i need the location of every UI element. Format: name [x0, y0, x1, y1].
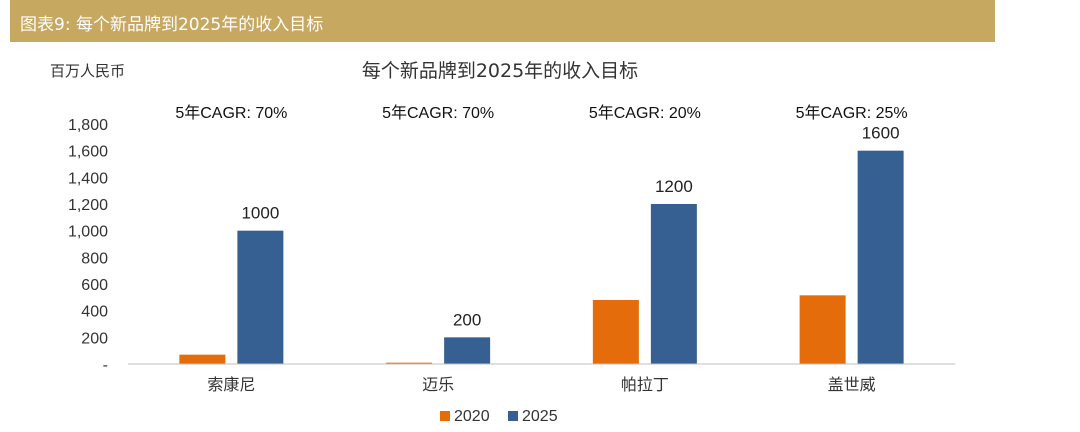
data-label-2025: 1600 — [862, 124, 900, 143]
bar-2020-4 — [799, 295, 846, 364]
cagr-annotation: 5年CAGR: 70% — [175, 104, 287, 122]
bar-2020-3 — [592, 300, 639, 364]
legend-label-2020: 2020 — [454, 408, 490, 425]
cagr-annotation: 5年CAGR: 20% — [589, 104, 701, 122]
x-category-label: 帕拉丁 — [621, 375, 669, 394]
y-tick-label: - — [103, 357, 108, 374]
bar-2020-1 — [179, 354, 226, 364]
chart-title: 每个新品牌到2025年的收入目标 — [362, 60, 638, 82]
x-category-label: 索康尼 — [207, 375, 255, 394]
y-tick-label: 400 — [81, 304, 108, 321]
legend-swatch-2025 — [508, 411, 518, 421]
bar-chart: 每个新品牌到2025年的收入目标 百万人民币 - 200 400 600 800 1,00… — [50, 60, 955, 425]
legend-swatch-2020 — [440, 411, 450, 421]
x-category-label: 盖世威 — [828, 375, 876, 394]
bar-2025-2 — [444, 337, 491, 364]
bar-2020-2 — [386, 362, 433, 364]
cagr-annotation: 5年CAGR: 25% — [796, 104, 908, 122]
figure-label: 图表9: 每个新品牌到2025年的收入目标 — [20, 15, 324, 35]
x-category-label: 迈乐 — [422, 375, 454, 394]
y-tick-label: 1,200 — [68, 197, 108, 214]
y-tick-label: 1,800 — [68, 117, 108, 134]
y-tick-label: 200 — [81, 330, 108, 347]
bar-2025-4 — [857, 150, 904, 364]
y-tick-label: 1,000 — [68, 224, 108, 241]
y-tick-label: 800 — [81, 250, 108, 267]
legend-label-2025: 2025 — [522, 408, 558, 425]
data-label-2025: 1200 — [655, 177, 693, 196]
unit-label: 百万人民币 — [50, 62, 125, 80]
data-label-2025: 200 — [453, 310, 481, 329]
data-label-2025: 1000 — [241, 204, 279, 223]
figure-header: 图表9: 每个新品牌到2025年的收入目标 — [10, 0, 995, 42]
y-tick-label: 1,600 — [68, 144, 108, 161]
y-tick-label: 1,400 — [68, 170, 108, 187]
bar-2025-1 — [237, 230, 284, 364]
bar-2025-3 — [650, 204, 697, 364]
cagr-annotation: 5年CAGR: 70% — [382, 104, 494, 122]
y-tick-label: 600 — [81, 277, 108, 294]
